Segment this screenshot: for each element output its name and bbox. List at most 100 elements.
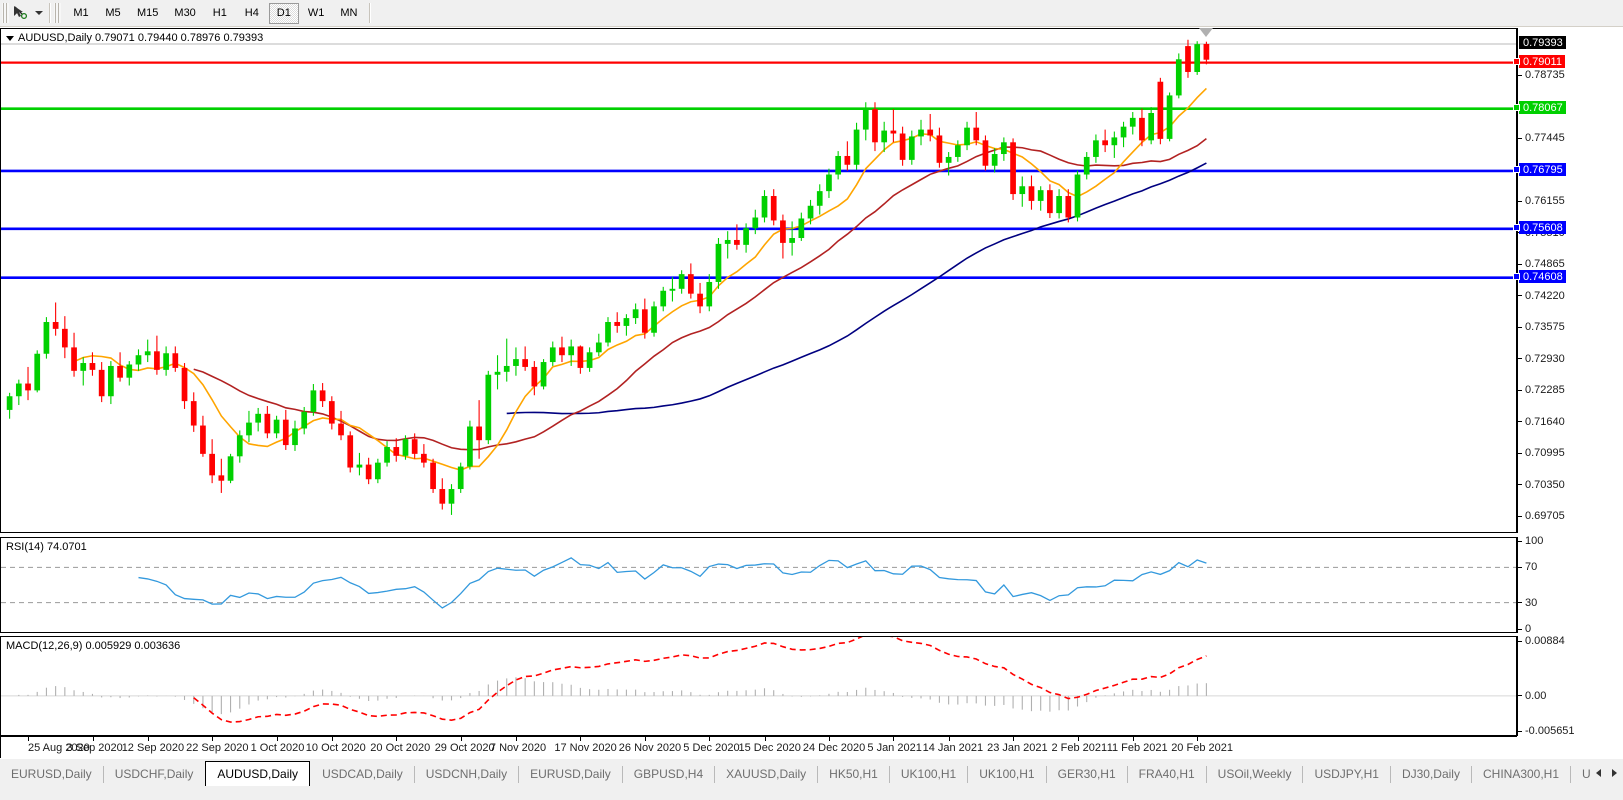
macd-plot [1,637,1516,723]
date-label: 12 Sep 2020 [121,742,185,754]
rsi-tick: 70 [1518,561,1537,573]
timeframe-m5[interactable]: M5 [105,7,121,19]
tab-divider [1570,766,1572,783]
chart-tab-audusd-daily[interactable]: AUDUSD,Daily [205,761,311,786]
price-level-value: 0.78067 [1523,101,1563,114]
price-tick-label: 0.74865 [1525,258,1565,271]
macd-indicator-pane[interactable]: MACD(12,26,9) 0.005929 0.003636 [0,636,1517,736]
toolbar-separator-right [369,3,371,23]
date-tick [331,737,333,741]
macd-label: MACD(12,26,9) 0.005929 0.003636 [6,640,181,652]
price-tick: 0.72930 [1518,353,1565,365]
chart-tab-uk100-h1[interactable]: UK100,H1 [979,766,1035,781]
date-label: 25 Aug 2020 [28,742,90,754]
date-tick [460,737,462,741]
price-level-support-green[interactable]: 0.78067 [1513,101,1566,115]
chart-tab-usdchf-daily[interactable]: USDCHF,Daily [114,766,194,781]
date-tick [28,737,29,741]
chart-tab-xauusd-daily[interactable]: XAUUSD,Daily [726,766,807,781]
chart-tab-usdcnh-daily[interactable]: USDCNH,Daily [425,766,508,781]
timeframe-h4[interactable]: H4 [244,7,259,19]
date-tick [828,737,830,741]
chart-tab-fra40-h1[interactable]: FRA40,H1 [1138,766,1195,781]
price-chart-pane[interactable]: AUDUSD,Daily 0.79071 0.79440 0.78976 0.7… [0,28,1517,533]
candlestick-plot[interactable] [1,29,1516,532]
crosshair-cursor-icon[interactable] [10,2,32,24]
chart-tab-dj30-daily[interactable]: DJ30,Daily [1401,766,1460,781]
chart-tab-ger30-h1[interactable]: GER30,H1 [1057,766,1116,781]
toolbar-drag-handle[interactable] [2,3,9,23]
date-tick [709,737,711,741]
price-level-support-blue[interactable]: 0.75608 [1513,221,1566,235]
date-tick [396,737,398,741]
date-label: 17 Nov 2020 [554,742,617,754]
tab-divider [967,766,969,783]
rsi-indicator-pane[interactable]: RSI(14) 74.0701 [0,537,1517,633]
rsi-label: RSI(14) 74.0701 [6,541,87,553]
timeframe-m1[interactable]: M1 [73,7,89,19]
price-level-value: 0.76795 [1523,163,1563,176]
tab-divider [413,766,415,783]
price-level-value: 0.79011 [1523,55,1562,68]
timeframe-d1[interactable]: D1 [268,2,299,24]
date-tick [276,737,278,741]
rsi-tick: 0 [1518,623,1531,635]
date-label: 14 Jan 2021 [922,742,984,754]
price-scale[interactable]: 0.78735 0.77445 0.76155 0.74865 0.74220 0.735… [1513,28,1623,533]
tab-divider [1205,766,1207,783]
tab-scroll-right-icon[interactable] [1607,764,1621,782]
price-level-value: 0.74608 [1523,270,1563,283]
chart-tab-hk50-h1[interactable]: HK50,H1 [829,766,878,781]
date-label: 5 Jan 2021 [867,742,922,754]
timeframe-toolbar: M1 M5 M15 M30 H1 H4 D1 W1 MN [0,0,1623,27]
chart-tab-eurusd-daily[interactable]: EURUSD,Daily [530,766,611,781]
tab-divider [1045,766,1047,783]
date-tick [1013,737,1015,741]
tab-scroll-controls [1591,764,1621,782]
tab-scroll-left-icon[interactable] [1591,764,1605,782]
price-tick: 0.78735 [1518,69,1565,81]
date-label: 23 Jan 2021 [987,742,1048,754]
timeframe-m15[interactable]: M15 [137,7,159,19]
price-level-support-blue[interactable]: 0.74608 [1513,270,1566,284]
date-tick [764,737,766,741]
macd-scale: 0.00884 0.00 -0.005651 [1517,635,1623,737]
timeframe-buttons: M1 M5 M15 M30 H1 H4 D1 W1 MN [65,2,365,24]
date-label: 24 Dec 2020 [802,742,866,754]
timeframe-h1[interactable]: H1 [212,7,227,19]
date-label: 7 Nov 2020 [489,742,547,754]
date-tick [1132,737,1134,741]
timeframe-mn[interactable]: MN [340,7,358,19]
chart-tab-usdcad-daily[interactable]: USDCAD,Daily [322,766,403,781]
date-tick [1197,737,1199,741]
tab-divider [1389,766,1391,783]
price-level-last-price[interactable]: 0.79393 [1519,36,1566,50]
timeframe-w1[interactable]: W1 [307,7,325,19]
price-tick-label: 0.72930 [1525,352,1565,365]
date-label: 3 Sep 2020 [66,742,123,754]
date-label: 15 Dec 2020 [738,742,801,754]
price-level-resistance[interactable]: 0.79011 [1513,55,1565,69]
chart-tab-usdjpy-h1[interactable]: USDJPY,H1 [1314,766,1379,781]
tab-divider [1302,766,1304,783]
chart-tab-china300-h1[interactable]: CHINA300,H1 [1482,766,1560,781]
chart-tab-u[interactable]: U [1582,766,1591,781]
chart-menu-caret-icon[interactable] [6,35,14,41]
tab-divider [817,766,819,783]
price-tick: 0.71640 [1518,416,1565,428]
macd-tick: 0.00884 [1518,635,1565,647]
timeframe-m30[interactable]: M30 [174,7,196,19]
chevron-down-icon[interactable] [32,2,45,24]
timeframe-group-grip[interactable] [54,3,61,23]
date-tick [1077,737,1079,741]
date-scale[interactable]: 25 Aug 2020 3 Sep 2020 12 Sep 2020 22 Sep 2… [0,736,1517,758]
chart-tab-gbpusd-h4[interactable]: GBPUSD,H4 [633,766,704,781]
chart-tab-usoil-weekly[interactable]: USOil,Weekly [1217,766,1292,781]
price-level-support-blue[interactable]: 0.76795 [1513,163,1566,177]
rsi-tick: 30 [1518,597,1537,609]
chart-tab-uk100-h1[interactable]: UK100,H1 [900,766,957,781]
date-label: 1 Oct 2020 [250,742,305,754]
chart-tab-eurusd-daily[interactable]: EURUSD,Daily [11,766,92,781]
price-tick: 0.72285 [1518,384,1565,396]
price-tick-label: 0.74220 [1525,289,1565,302]
